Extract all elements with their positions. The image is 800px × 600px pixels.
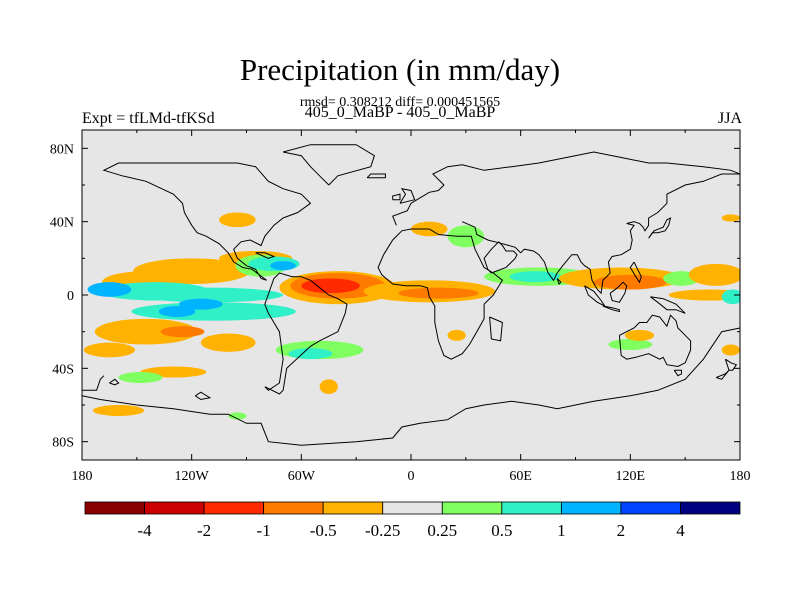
chart-subtitle: rmsd= 0.308212 diff= 0.000451565 (299, 95, 501, 110)
colorbar: -4 -2 -1 -0.5 -0.25 0.25 0.5 1 2 4 (84, 501, 741, 540)
colorbar-label: -2 (197, 521, 211, 540)
anomaly-patch (219, 212, 256, 228)
colorbar-box (620, 501, 681, 515)
coastlines (82, 144, 740, 446)
y-tick-label: 80S (52, 436, 74, 451)
anomaly-patch (301, 278, 360, 294)
x-tick-label: 60W (288, 469, 316, 484)
coastline (716, 369, 730, 380)
coastline (648, 217, 672, 239)
anomaly-patch (721, 344, 740, 356)
anomaly-patch (398, 287, 479, 299)
anomaly-patch (447, 329, 466, 341)
coastline (82, 375, 105, 391)
coastline (377, 228, 504, 360)
anomaly-patch (160, 326, 205, 338)
colorbar-box (560, 501, 622, 515)
coastline (255, 252, 276, 259)
anomaly-patch (178, 298, 223, 310)
x-tick-label: 180 (72, 469, 93, 484)
colorbar-label: -1 (257, 521, 271, 540)
colorbar-label: 0.25 (427, 521, 457, 540)
x-tick-label: 180 (730, 469, 751, 484)
coastline (629, 261, 642, 284)
axis-ticks: 180 120W 60W 0 60E 120E 180 80N 40N 0 40S 80S (50, 130, 751, 484)
coastline (109, 378, 120, 386)
y-tick-label: 40S (52, 362, 74, 377)
season-label: JJA (717, 110, 742, 127)
anomaly-patch (319, 379, 338, 394)
anomaly-patch (593, 274, 667, 290)
x-tick-label: 0 (408, 469, 415, 484)
colorbar-box (382, 501, 443, 515)
coastline (673, 369, 682, 377)
colorbar-label: 0.5 (491, 521, 512, 540)
coastline (392, 193, 401, 201)
anomaly-patch (721, 289, 740, 305)
colorbar-label: 4 (676, 521, 685, 540)
colorbar-box (441, 501, 503, 515)
anomaly-patch (136, 287, 284, 303)
anomaly-patch (83, 342, 136, 358)
colorbar-box (144, 501, 205, 515)
coastline (264, 272, 348, 395)
coastline (618, 314, 692, 368)
anomaly-patch (509, 271, 561, 283)
coastline (609, 281, 628, 303)
anomaly-patch (270, 261, 296, 271)
anomaly-patch (200, 333, 256, 352)
coastline (483, 241, 518, 274)
colorbar-label: 2 (617, 521, 626, 540)
coastline (650, 296, 686, 314)
anomaly-patch (624, 329, 655, 341)
x-tick-label: 60E (509, 469, 532, 484)
y-tick-label: 0 (67, 289, 74, 304)
x-tick-label: 120W (175, 469, 210, 484)
anomaly-patch (608, 339, 653, 350)
coastline (602, 305, 620, 313)
chart-title: Precipitation (in mm/day) (239, 52, 561, 87)
anomaly-patch (92, 405, 145, 416)
colorbar-label: -0.5 (310, 521, 337, 540)
anomaly-patch (94, 318, 198, 345)
colorbar-box (84, 501, 145, 515)
anomaly-patch (228, 412, 247, 420)
anomaly-patch (118, 372, 163, 383)
coastline (489, 316, 503, 342)
coastline (399, 187, 416, 204)
coastline (282, 144, 375, 186)
anomaly-patch (688, 263, 740, 286)
coastline (724, 358, 738, 371)
coastline (195, 391, 212, 401)
anomaly-patch (721, 214, 740, 222)
coastline (392, 151, 740, 226)
experiment-label: Expt = tfLMd-tfKSd (82, 110, 215, 127)
colorbar-label: -4 (137, 521, 152, 540)
y-tick-label: 40N (50, 216, 74, 231)
colorbar-label: 1 (557, 521, 566, 540)
coastline (556, 278, 562, 285)
colorbar-box (680, 501, 741, 515)
anomaly-patch (288, 348, 333, 360)
anomaly-patch (87, 282, 132, 297)
colorbar-box (203, 501, 265, 515)
colorbar-box (322, 501, 384, 515)
colorbar-box (263, 501, 324, 515)
coastline (366, 173, 386, 179)
coastline (462, 173, 740, 295)
x-tick-label: 120E (616, 469, 646, 484)
coastline (102, 162, 312, 281)
anomaly-patch (158, 306, 196, 317)
y-tick-label: 80N (50, 142, 74, 157)
colorbar-label: -0.25 (365, 521, 400, 540)
colorbar-box (501, 501, 562, 515)
coastline (82, 327, 740, 446)
period-label: 405_0_MaBP - 405_0_MaBP (304, 104, 496, 121)
